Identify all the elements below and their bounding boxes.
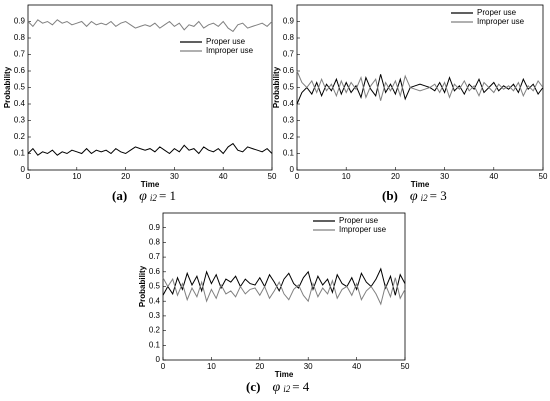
y-tick-label: 0.6 bbox=[283, 66, 295, 75]
y-tick-label: 0.2 bbox=[149, 326, 161, 335]
x-tick-label: 30 bbox=[440, 172, 449, 181]
y-tick-label: 0.9 bbox=[283, 17, 295, 26]
x-tick-label: 30 bbox=[170, 172, 179, 181]
y-tick-label: 0.7 bbox=[149, 252, 161, 261]
legend-label: Proper use bbox=[206, 37, 246, 46]
y-tick-label: 0 bbox=[156, 355, 161, 364]
caption-part: φ bbox=[410, 189, 418, 204]
series-line bbox=[27, 142, 273, 156]
x-tick-label: 0 bbox=[295, 172, 300, 181]
y-tick-label: 0.7 bbox=[14, 50, 26, 59]
legend-label: Improper use bbox=[206, 46, 254, 55]
y-axis-label: Probability bbox=[138, 265, 147, 307]
x-tick-label: 0 bbox=[161, 362, 166, 371]
y-tick-label: 0.2 bbox=[283, 132, 295, 141]
x-tick-label: 50 bbox=[268, 172, 277, 181]
x-axis-label: Time bbox=[141, 180, 160, 189]
caption-part: (a) bbox=[112, 188, 127, 203]
x-axis-label: Time bbox=[275, 370, 294, 379]
x-axis-label: Time bbox=[411, 180, 430, 189]
x-tick-label: 40 bbox=[352, 362, 361, 371]
x-tick-label: 40 bbox=[219, 172, 228, 181]
y-tick-label: 0.6 bbox=[14, 66, 26, 75]
caption-part: φ bbox=[272, 380, 280, 395]
y-tick-label: 0.1 bbox=[149, 340, 161, 349]
y-tick-label: 0.3 bbox=[14, 116, 26, 125]
y-tick-label: 0 bbox=[21, 165, 26, 174]
y-tick-label: 0 bbox=[290, 165, 295, 174]
plot-frame bbox=[27, 4, 273, 171]
x-tick-label: 20 bbox=[255, 362, 264, 371]
y-tick-label: 0.5 bbox=[283, 83, 295, 92]
caption-part: i2 bbox=[150, 193, 158, 203]
x-tick-label: 0 bbox=[26, 172, 31, 181]
legend-label: Proper use bbox=[477, 8, 517, 17]
y-tick-label: 0.9 bbox=[14, 17, 26, 26]
y-tick-label: 0.2 bbox=[14, 132, 26, 141]
y-tick-label: 0.3 bbox=[283, 116, 295, 125]
x-tick-label: 10 bbox=[207, 362, 216, 371]
x-tick-label: 10 bbox=[72, 172, 81, 181]
caption-part: φ bbox=[139, 189, 147, 204]
x-tick-label: 50 bbox=[539, 172, 548, 181]
x-tick-label: 30 bbox=[304, 362, 313, 371]
caption: (a) φ i2 = 1 bbox=[112, 188, 176, 204]
caption: (c) φ i2 = 4 bbox=[246, 379, 310, 395]
caption-part: (c) bbox=[246, 379, 260, 394]
caption-part: = 1 bbox=[159, 188, 176, 203]
y-tick-label: 0.4 bbox=[149, 296, 161, 305]
series-line bbox=[296, 70, 544, 101]
legend-label: Improper use bbox=[339, 225, 387, 234]
y-axis-label: Probability bbox=[272, 66, 281, 108]
y-tick-label: 0.5 bbox=[14, 83, 26, 92]
caption-part: (b) bbox=[382, 188, 398, 203]
y-tick-label: 0.8 bbox=[14, 33, 26, 42]
y-tick-label: 0.7 bbox=[283, 50, 295, 59]
y-axis-label: Probability bbox=[3, 66, 12, 108]
y-tick-label: 0.9 bbox=[149, 223, 161, 232]
y-tick-label: 0.1 bbox=[283, 149, 295, 158]
caption-part: = 3 bbox=[430, 188, 447, 203]
y-tick-label: 0.8 bbox=[283, 33, 295, 42]
y-tick-label: 0.4 bbox=[14, 99, 26, 108]
y-tick-label: 0.1 bbox=[14, 149, 26, 158]
y-tick-label: 0.5 bbox=[149, 282, 161, 291]
y-tick-label: 0.3 bbox=[149, 311, 161, 320]
series-line bbox=[162, 277, 406, 306]
y-tick-label: 0.8 bbox=[149, 238, 161, 247]
x-tick-label: 50 bbox=[401, 362, 410, 371]
caption-part: i2 bbox=[421, 193, 429, 203]
x-tick-label: 20 bbox=[121, 172, 130, 181]
series-line bbox=[162, 267, 406, 296]
caption: (b) φ i2 = 3 bbox=[382, 188, 447, 204]
x-tick-label: 10 bbox=[342, 172, 351, 181]
x-tick-label: 40 bbox=[489, 172, 498, 181]
x-tick-label: 20 bbox=[391, 172, 400, 181]
plot-frame bbox=[162, 212, 406, 361]
caption-part: i2 bbox=[283, 384, 291, 394]
legend-label: Proper use bbox=[339, 216, 379, 225]
y-tick-label: 0.6 bbox=[149, 267, 161, 276]
caption-part: = 4 bbox=[292, 379, 310, 394]
y-tick-label: 0.4 bbox=[283, 99, 295, 108]
legend-label: Improper use bbox=[477, 17, 525, 26]
series-line bbox=[27, 19, 273, 33]
